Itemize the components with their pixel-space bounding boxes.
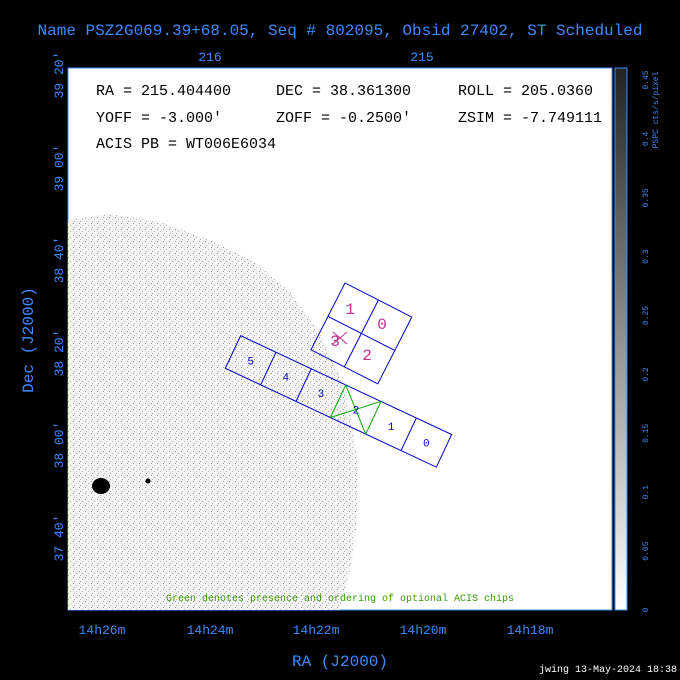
- header-title: Name PSZ2G069.39+68.05, Seq # 802095, Ob…: [38, 22, 643, 40]
- bottom-tick-label: 14h22m: [293, 623, 340, 638]
- colorbar-tick-label: 0.35: [642, 188, 651, 207]
- top-tick-label: 216: [198, 50, 221, 65]
- left-tick-label: 38 00': [52, 422, 67, 469]
- x-axis-label: RA (J2000): [292, 653, 388, 671]
- colorbar-tick-label: 0.45: [642, 70, 651, 89]
- footer: jwing 13-May-2024 18:38: [539, 664, 677, 676]
- info-roll: ROLL = 205.0360: [458, 83, 593, 100]
- info-zoff: ZOFF = -0.2500': [276, 110, 411, 127]
- chip-label: 2: [353, 406, 360, 418]
- chip-label: 0: [377, 316, 387, 334]
- note: Green denotes presence and ordering of o…: [166, 593, 514, 605]
- chip-label: 1: [388, 422, 395, 434]
- colorbar-label: PSPC cts/s/pixel: [652, 71, 661, 148]
- bottom-tick-label: 14h20m: [400, 623, 447, 638]
- info-acis-pb: ACIS PB = WT006E6034: [96, 136, 276, 153]
- info-zsim: ZSIM = -7.749111: [458, 110, 602, 127]
- chip-label: 3: [330, 333, 340, 351]
- colorbar-tick-label: 0.1: [642, 485, 651, 500]
- bottom-tick-label: 14h24m: [187, 623, 234, 638]
- colorbar-tick-label: 0.25: [642, 306, 651, 325]
- sky-image: [68, 214, 358, 610]
- chip-label: 0: [423, 439, 430, 451]
- chip-label: 3: [318, 389, 325, 401]
- chip-label: 1: [345, 301, 355, 319]
- colorbar: [614, 67, 628, 611]
- colorbar-tick-label: 0: [642, 607, 651, 612]
- acis-i: [310, 282, 413, 385]
- colorbar-tick-label: 0.2: [642, 367, 651, 382]
- info-ra: RA = 215.404400: [96, 83, 231, 100]
- left-tick-label: 38 20': [52, 330, 67, 377]
- chip-label: 2: [362, 347, 372, 365]
- top-tick-label: 215: [410, 50, 433, 65]
- info-yoff: YOFF = -3.000': [96, 110, 222, 127]
- info-dec: DEC = 38.361300: [276, 83, 411, 100]
- colorbar-tick-label: 0.3: [642, 249, 651, 264]
- left-tick-label: 39 00': [52, 145, 67, 192]
- colorbar-tick-label: 0.05: [642, 541, 651, 560]
- y-axis-label: Dec (J2000): [20, 287, 38, 393]
- left-tick-label: 37 40': [52, 515, 67, 562]
- bottom-tick-label: 14h18m: [507, 623, 554, 638]
- bottom-tick-label: 14h26m: [79, 623, 126, 638]
- chip-label: 5: [247, 356, 254, 368]
- acis-s: [224, 335, 453, 468]
- colorbar-tick-label: 0.15: [642, 424, 651, 443]
- left-tick-label: 39 20': [52, 52, 67, 99]
- chip-label: 4: [282, 373, 289, 385]
- colorbar-tick-label: 0.4: [642, 131, 651, 146]
- left-tick-label: 38 40': [52, 237, 67, 284]
